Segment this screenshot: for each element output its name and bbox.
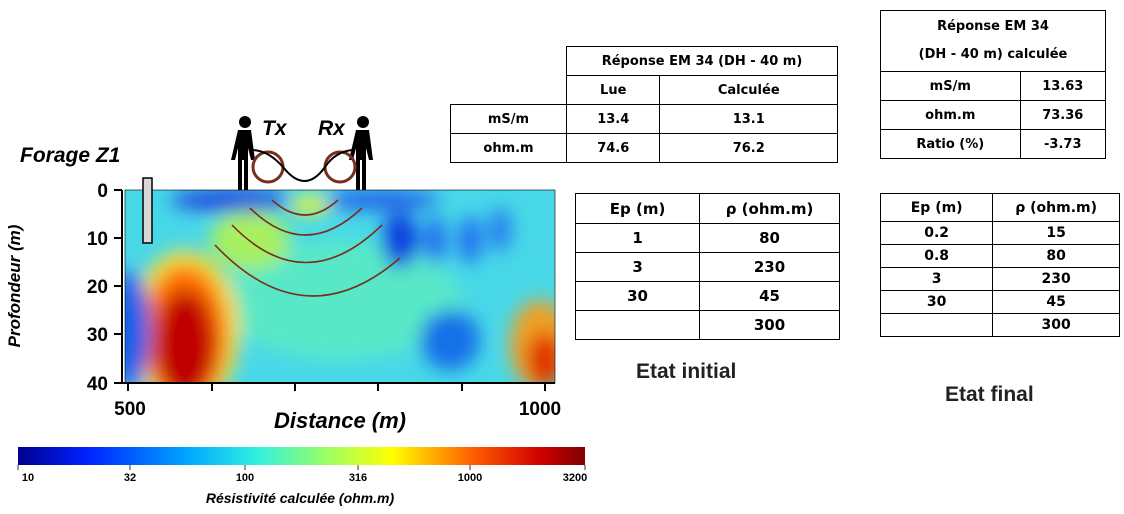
table-cell: 13.4 — [565, 104, 661, 134]
table-row: ohm.m 73.36 — [880, 100, 1107, 130]
table-row: 3 230 — [879, 267, 1120, 291]
resistivity-section — [125, 190, 555, 383]
table-row: 1 80 — [574, 223, 840, 253]
table-title-line: Réponse EM 34 — [937, 19, 1049, 34]
colorbar-tick-label: 316 — [349, 472, 367, 484]
caption: Etat initial — [636, 360, 737, 383]
y-tick-label: 30 — [87, 325, 108, 346]
table-cell: Ep (m) — [574, 193, 701, 224]
table-row: 300 — [879, 313, 1120, 337]
table-cell: 15 — [992, 221, 1120, 245]
table-cell: 73.36 — [1019, 100, 1107, 130]
table-row: 30 45 — [574, 281, 840, 311]
table-cell: 3 — [879, 267, 994, 291]
table-cell: 76.2 — [659, 133, 838, 163]
y-tick-label: 0 — [97, 181, 108, 202]
tx-label: Tx — [262, 117, 288, 140]
table-cell: 0.8 — [879, 244, 994, 268]
table-row: 30 45 — [879, 290, 1120, 314]
table-row: Réponse EM 34 (DH - 40 m) — [451, 46, 838, 76]
table-row: Réponse EM 34 (DH - 40 m) calculée — [880, 10, 1106, 72]
table-cell: Lue — [565, 75, 661, 105]
table-row: 0.2 15 — [879, 221, 1120, 245]
table-cell: Calculée — [659, 75, 838, 105]
table-cell: 30 — [879, 290, 994, 314]
colorbar-tick-label: 3200 — [563, 472, 587, 484]
calculated-table: Réponse EM 34 (DH - 40 m) calculée mS/m 13.… — [880, 10, 1107, 159]
table-cell: Ratio (%) — [880, 129, 1021, 159]
table-cell: ρ (ohm.m) — [699, 193, 840, 224]
table-cell — [451, 47, 567, 76]
table-row: 300 — [574, 310, 840, 340]
initial-model-table: Ep (m) ρ (ohm.m) 1 80 3 230 30 45 300 — [574, 193, 840, 340]
colorbar-tick-label: 1000 — [458, 472, 482, 484]
table-cell: -3.73 — [1019, 129, 1107, 159]
table-cell: 13.1 — [659, 104, 838, 134]
y-axis-label: Profondeur (m) — [5, 224, 24, 347]
y-tick-label: 20 — [87, 277, 108, 298]
colorbar-tick-label: 32 — [124, 472, 136, 484]
table-row: 0.8 80 — [879, 244, 1120, 268]
borehole-label: Forage Z1 — [20, 144, 120, 167]
table-cell: 300 — [992, 313, 1120, 337]
table-cell: 3 — [574, 252, 701, 282]
table-row: ohm.m 74.6 76.2 — [450, 133, 838, 163]
colorbar-label: Résistivité calculée (ohm.m) — [206, 490, 395, 506]
table-cell: ohm.m — [880, 100, 1021, 130]
table-row: 3 230 — [574, 252, 840, 282]
table-cell: 300 — [699, 310, 840, 340]
table-cell: 230 — [699, 252, 840, 282]
table-row: Ratio (%) -3.73 — [880, 129, 1107, 159]
table-cell: 13.63 — [1019, 71, 1107, 101]
table-cell: 230 — [992, 267, 1120, 291]
table-row: mS/m 13.63 — [880, 71, 1107, 101]
y-tick-label: 10 — [87, 229, 108, 250]
colorbar — [18, 447, 585, 465]
table-row: mS/m 13.4 13.1 — [450, 104, 838, 134]
table-row: Ep (m) ρ (ohm.m) — [879, 193, 1120, 222]
rx-label: Rx — [318, 117, 346, 140]
measured-table: Réponse EM 34 (DH - 40 m) Lue Calculée mS/m… — [450, 46, 838, 163]
colorbar-tick-label: 10 — [22, 472, 34, 484]
table-row: Ep (m) ρ (ohm.m) — [574, 193, 840, 224]
x-axis-label: Distance (m) — [274, 408, 406, 433]
table-cell: 30 — [574, 281, 701, 311]
table-cell — [450, 75, 567, 105]
table-cell: 74.6 — [565, 133, 661, 163]
table-title-line: (DH - 40 m) calculée — [918, 47, 1068, 62]
table-cell — [879, 313, 994, 337]
x-tick-label: 1000 — [519, 399, 561, 420]
colorbar-tick-label: 100 — [236, 472, 254, 484]
table-cell: ohm.m — [450, 133, 567, 163]
y-tick-label: 40 — [87, 374, 108, 395]
table-cell: 1 — [574, 223, 701, 253]
x-tick-label: 500 — [114, 399, 146, 420]
table-cell: Réponse EM 34 (DH - 40 m) — [566, 46, 838, 76]
table-cell: 45 — [992, 290, 1120, 314]
final-model-table: Ep (m) ρ (ohm.m) 0.2 15 0.8 80 3 230 30 45 300 — [879, 193, 1120, 337]
table-cell: mS/m — [880, 71, 1021, 101]
table-cell: Ep (m) — [879, 193, 994, 222]
table-cell: 80 — [699, 223, 840, 253]
table-cell: 45 — [699, 281, 840, 311]
table-row: Lue Calculée — [450, 75, 838, 105]
table-cell: ρ (ohm.m) — [992, 193, 1120, 222]
table-cell: 0.2 — [879, 221, 994, 245]
table-cell: 80 — [992, 244, 1120, 268]
table-cell — [574, 310, 701, 340]
table-cell: Réponse EM 34 (DH - 40 m) calculée — [880, 10, 1106, 72]
table-cell: mS/m — [450, 104, 567, 134]
caption: Etat final — [945, 383, 1034, 406]
